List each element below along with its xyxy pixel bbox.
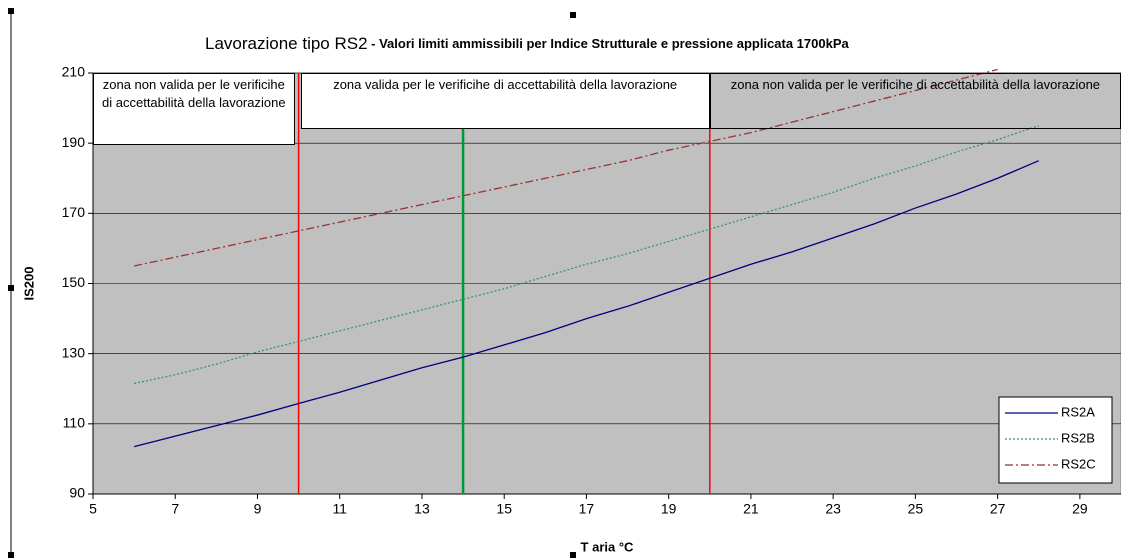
y-tick-label: 130 — [62, 344, 86, 360]
chart-title: Lavorazione tipo RS2 - Valori limiti amm… — [205, 34, 850, 53]
zone-label: zona non valida per le verificihe di acc… — [93, 73, 295, 145]
x-tick-label: 21 — [743, 501, 759, 517]
legend-box — [998, 396, 1113, 484]
y-tick-label: 150 — [62, 274, 86, 290]
zone-label: zona non valida per le verificihe di acc… — [709, 73, 1121, 129]
handle — [8, 8, 14, 14]
x-axis-label: T aria °C — [581, 539, 634, 554]
x-tick-label: 13 — [414, 501, 430, 517]
legend-label: RS2A — [1061, 404, 1095, 419]
x-tick-label: 19 — [661, 501, 677, 517]
y-tick-label: 170 — [62, 204, 86, 220]
subtitle: - Valori limiti ammissibili per Indice S… — [368, 36, 850, 51]
y-axis-label: IS200 — [21, 267, 36, 301]
x-tick-label: 17 — [579, 501, 595, 517]
x-tick-label: 5 — [89, 501, 97, 517]
legend-label: RS2C — [1061, 456, 1096, 471]
x-tick-label: 9 — [254, 501, 262, 517]
series-line — [133, 160, 1040, 448]
x-tick-label: 29 — [1072, 501, 1088, 517]
zone-label: zona valida per le verificihe di accetta… — [300, 73, 710, 129]
x-tick-label: 7 — [171, 501, 179, 517]
legend-label: RS2B — [1061, 430, 1095, 445]
x-tick-label: 23 — [825, 501, 841, 517]
handle — [570, 552, 576, 558]
y-tick-label: 110 — [63, 415, 86, 431]
legend: RS2A RS2B RS2C — [998, 396, 1113, 484]
x-tick-label: 27 — [990, 501, 1006, 517]
x-tick-label: 11 — [332, 501, 347, 517]
y-tick-label: 90 — [69, 485, 85, 501]
x-tick-label: 15 — [496, 501, 512, 517]
handle — [570, 12, 576, 18]
x-tick-label: 25 — [908, 501, 924, 517]
series-line — [133, 68, 998, 267]
y-tick-label: 190 — [62, 134, 86, 150]
handle — [8, 552, 14, 558]
title: Lavorazione tipo RS2 — [205, 34, 368, 53]
y-tick-label: 210 — [62, 64, 86, 80]
